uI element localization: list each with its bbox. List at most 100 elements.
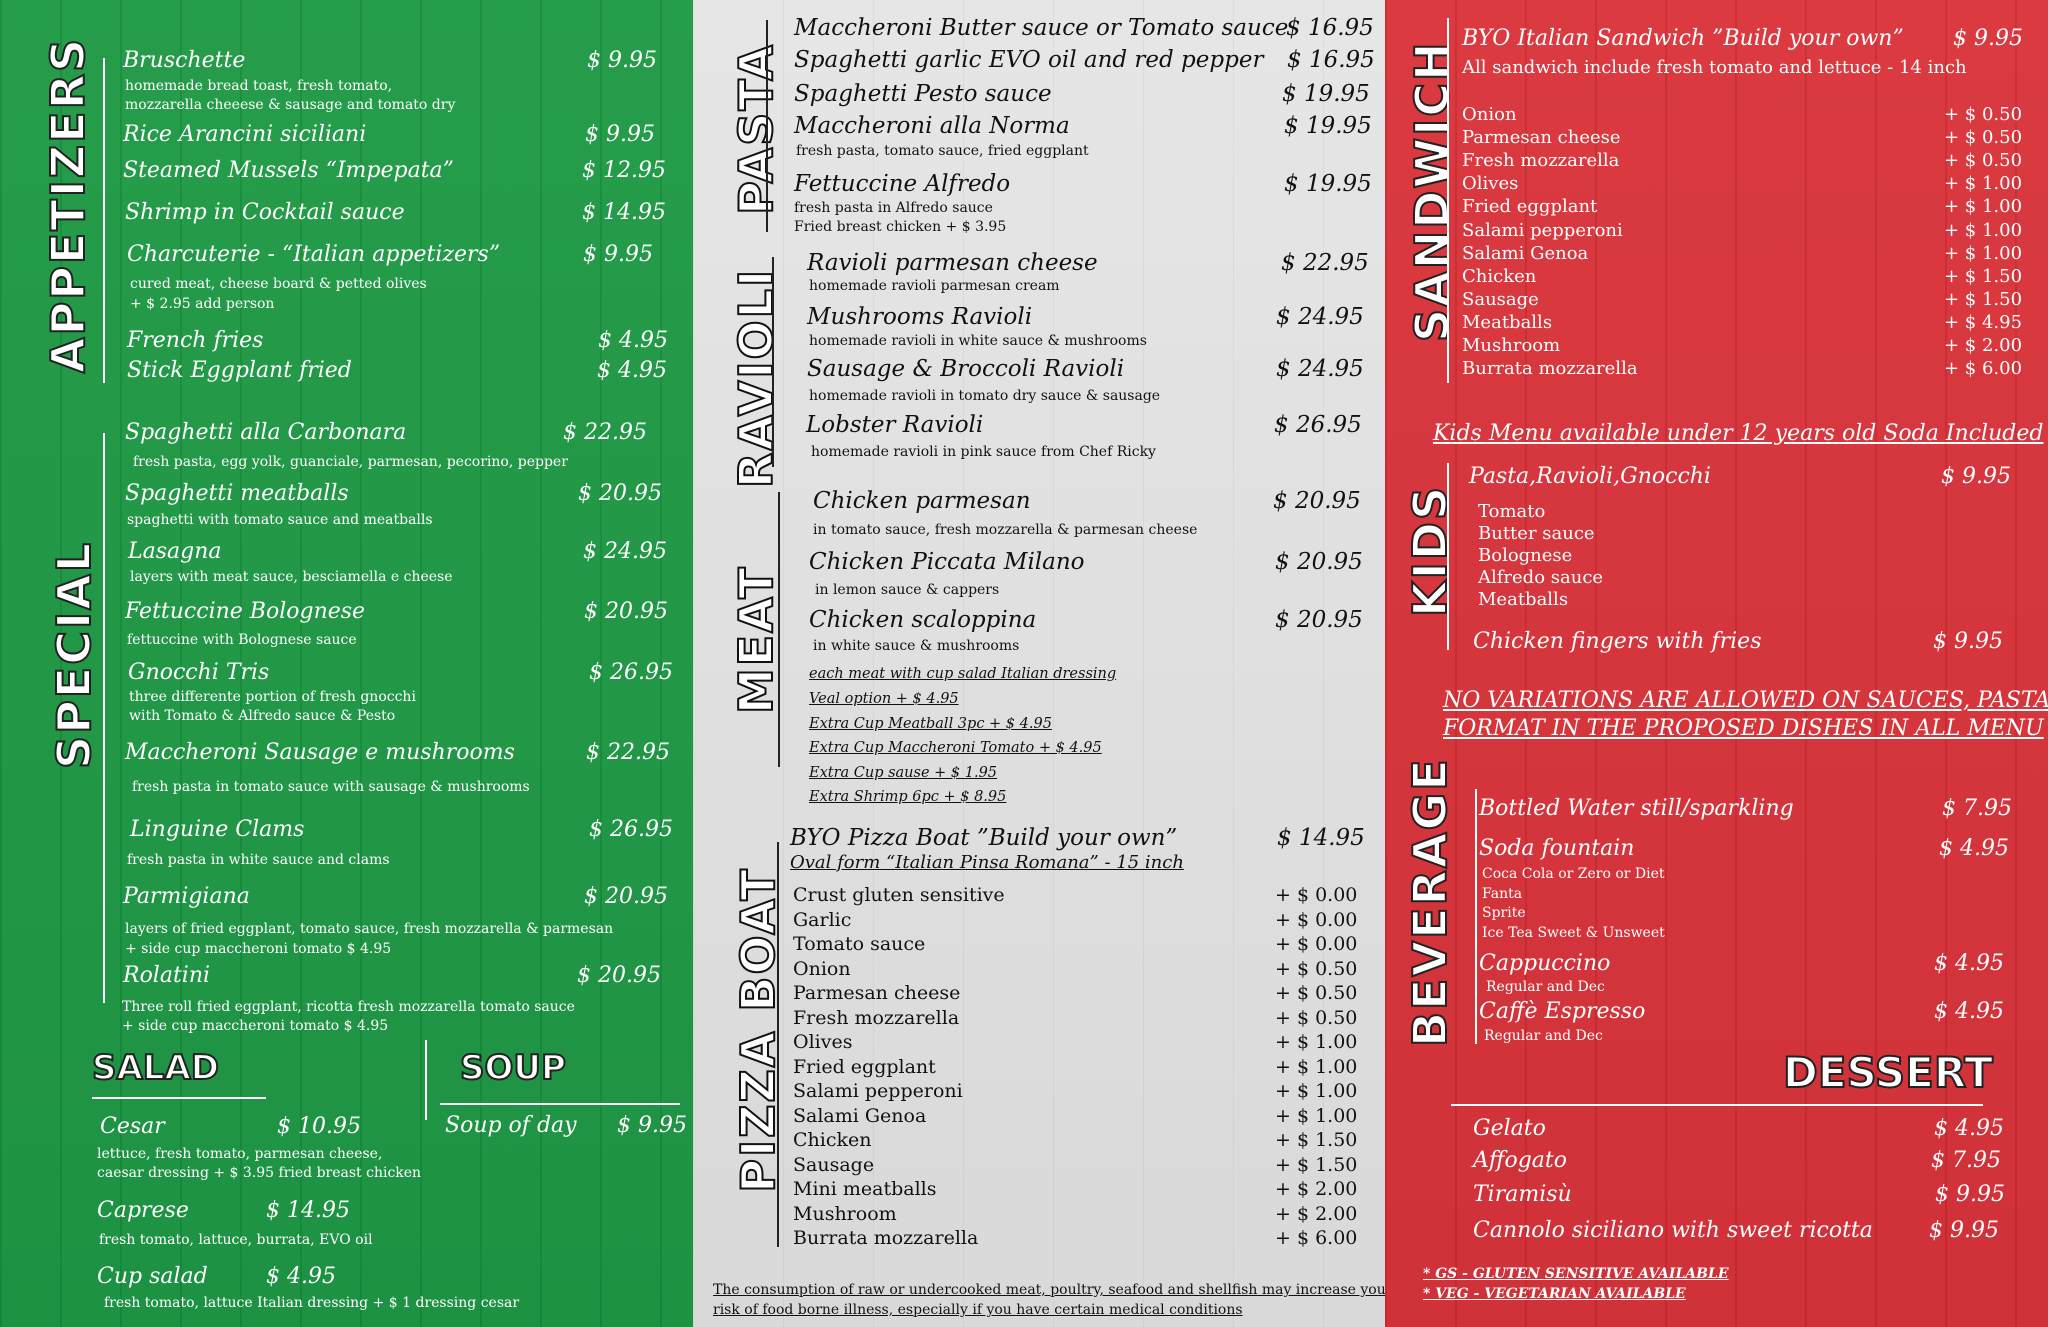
topping-name: Mushroom xyxy=(1462,335,1561,356)
menu-item-name: Sausage & Broccoli Ravioli xyxy=(807,356,1125,382)
topping-price: + $ 0.00 xyxy=(1275,884,1358,906)
topping-name: Mushroom xyxy=(793,1202,897,1225)
menu-item-desc: Fried breast chicken + $ 3.95 xyxy=(794,219,1007,235)
menu-item-desc: Sprite xyxy=(1482,905,1526,921)
menu-item-price: $ 16.95 xyxy=(1286,15,1374,41)
topping-price: + $ 1.50 xyxy=(1944,288,2023,310)
green-panel: APPETIZERS Bruschette $ 9.95 homemade br… xyxy=(0,0,693,1327)
special-heading: SPECIAL xyxy=(46,540,102,770)
topping-name: Burrata mozzarella xyxy=(1462,358,1638,380)
menu-item-desc: in white sauce & mushrooms xyxy=(813,638,1020,654)
meat-extra-option: Veal option + $ 4.95 xyxy=(809,691,959,707)
menu-item-name: Fettuccine Bolognese xyxy=(125,599,366,624)
topping-name: Crust gluten sensitive xyxy=(793,884,1005,906)
menu-item-name: Spaghetti alla Carbonara xyxy=(125,420,407,445)
menu-item-price: $ 7.95 xyxy=(1931,1148,2001,1173)
menu-item-price: $ 4.95 xyxy=(597,358,667,383)
dessert-divider xyxy=(1451,1104,1983,1106)
menu-item-price: $ 4.95 xyxy=(1934,951,2004,976)
menu-item-name: Cappuccino xyxy=(1479,951,1611,976)
menu-item-desc: three differente portion of fresh gnocch… xyxy=(129,689,416,705)
menu-item-name: Bottled Water still/sparkling xyxy=(1479,796,1794,821)
menu-item-name: French fries xyxy=(127,328,264,353)
menu-item-name: Steamed Mussels “Impepata” xyxy=(123,158,454,183)
topping-name: Fresh mozzarella xyxy=(793,1006,960,1029)
menu-item-name: Chicken parmesan xyxy=(813,488,1031,514)
kids-option: Butter sauce xyxy=(1478,523,1595,544)
menu-item-desc: cured meat, cheese board & petted olives xyxy=(130,276,427,292)
menu-item-price: $ 19.95 xyxy=(1284,171,1372,197)
menu-item-price: $ 9.95 xyxy=(585,122,655,147)
topping-price: + $ 1.50 xyxy=(1275,1129,1358,1151)
menu-item-price: $ 20.95 xyxy=(584,599,668,624)
menu-item-price: $ 26.95 xyxy=(589,817,673,842)
menu-item-price: $ 4.95 xyxy=(1939,836,2009,861)
menu-item-price: $ 22.95 xyxy=(586,740,670,765)
sandwich-title: BYO Italian Sandwich ”Build your own” xyxy=(1462,26,1904,51)
menu-item-price: $ 4.95 xyxy=(1934,999,2004,1024)
topping-name: Salami pepperoni xyxy=(793,1080,963,1102)
menu-item-price: $ 20.95 xyxy=(577,963,661,988)
menu-item-desc: + side cup maccheroni tomato $ 4.95 xyxy=(122,1018,389,1034)
menu-item-desc: with Tomato & Alfredo sauce & Pesto xyxy=(129,708,396,724)
kids-note: Kids Menu available under 12 years old S… xyxy=(1433,421,2044,446)
menu-item-name: Spaghetti Pesto sauce xyxy=(794,81,1052,107)
soup-divider xyxy=(440,1103,680,1105)
salad-heading: SALAD xyxy=(91,1047,220,1089)
menu-item-price: $ 9.95 xyxy=(1935,1182,2005,1207)
menu-item-desc: homemade ravioli in tomato dry sauce & s… xyxy=(809,388,1161,404)
menu-item-desc: fresh tomato, lattuce, burrata, EVO oil xyxy=(99,1232,373,1248)
topping-name: Olives xyxy=(793,1031,853,1053)
topping-name: Parmesan cheese xyxy=(1462,127,1621,149)
pasta-heading: PASTA xyxy=(728,42,784,216)
topping-name: Olives xyxy=(1462,173,1519,195)
menu-item-name: Spaghetti meatballs xyxy=(125,481,349,506)
topping-name: Chicken xyxy=(793,1129,872,1151)
topping-price: + $ 0.50 xyxy=(1944,150,2023,172)
menu-item-name: Chicken Piccata Milano xyxy=(809,549,1085,575)
menu-item-desc: lettuce, fresh tomato, parmesan cheese, xyxy=(97,1146,383,1162)
topping-name: Tomato sauce xyxy=(793,933,926,955)
menu-item-name: Mushrooms Ravioli xyxy=(807,304,1033,330)
menu-item-name: Maccheroni alla Norma xyxy=(794,113,1070,139)
menu-item-name: Fettuccine Alfredo xyxy=(794,171,1011,197)
menu-item-name: Parmigiana xyxy=(123,884,250,909)
menu-item-price: $ 4.95 xyxy=(598,328,668,353)
appetizers-divider xyxy=(103,58,105,383)
menu-item-desc: in lemon sauce & cappers xyxy=(815,582,1000,598)
menu-item-name: Charcuterie - “Italian appetizers” xyxy=(127,242,501,267)
menu-item-name: Bruschette xyxy=(123,48,246,73)
white-panel: PASTA Maccheroni Butter sauce or Tomato … xyxy=(693,0,1385,1327)
meat-extra-option: Extra Cup Maccheroni Tomato + $ 4.95 xyxy=(809,740,1102,756)
menu-item-price: $ 26.95 xyxy=(589,660,673,685)
menu-item-desc: Three roll fried eggplant, ricotta fresh… xyxy=(122,999,575,1015)
beverage-divider xyxy=(1475,789,1477,1044)
footnote-gs: * GS - GLUTEN SENSITIVE AVAILABLE xyxy=(1423,1266,1729,1282)
menu-item-price: $ 4.95 xyxy=(1934,1116,2004,1141)
pizza-boat-divider xyxy=(777,842,779,1247)
menu-item-name: Maccheroni Sausage e mushrooms xyxy=(125,740,515,765)
topping-name: Chicken xyxy=(1462,265,1537,287)
menu-item-desc: homemade bread toast, fresh tomato, xyxy=(125,78,393,94)
menu-item-price: $ 9.95 xyxy=(1929,1218,1999,1243)
menu-item-desc: Coca Cola or Zero or Diet xyxy=(1482,866,1665,882)
topping-price: + $ 2.00 xyxy=(1275,1178,1358,1200)
topping-name: Salami Genoa xyxy=(1462,242,1589,264)
pizza-title: BYO Pizza Boat ”Build your own” xyxy=(790,825,1178,851)
menu-item-price: $ 20.95 xyxy=(1275,549,1363,575)
disclaimer-line: The consumption of raw or undercooked me… xyxy=(713,1282,1385,1298)
kids-option: Tomato xyxy=(1478,501,1546,522)
dessert-heading: DESSERT xyxy=(1782,1047,1994,1098)
menu-item-desc: spaghetti with tomato sauce and meatball… xyxy=(127,512,433,528)
kids-option: Bolognese xyxy=(1478,545,1573,566)
ravioli-divider xyxy=(772,257,774,467)
sandwich-price: $ 9.95 xyxy=(1953,26,2023,51)
menu-item-price: $ 26.95 xyxy=(1274,412,1362,438)
topping-price: + $ 4.95 xyxy=(1944,311,2023,333)
menu-item-name: Ravioli parmesan cheese xyxy=(807,250,1098,276)
menu-item-price: $ 14.95 xyxy=(582,200,666,225)
menu-item-desc: Fanta xyxy=(1482,886,1523,902)
topping-price: + $ 2.00 xyxy=(1944,335,2023,356)
menu-item-desc: fresh pasta, egg yolk, guanciale, parmes… xyxy=(133,454,568,470)
topping-price: + $ 2.00 xyxy=(1275,1202,1358,1225)
